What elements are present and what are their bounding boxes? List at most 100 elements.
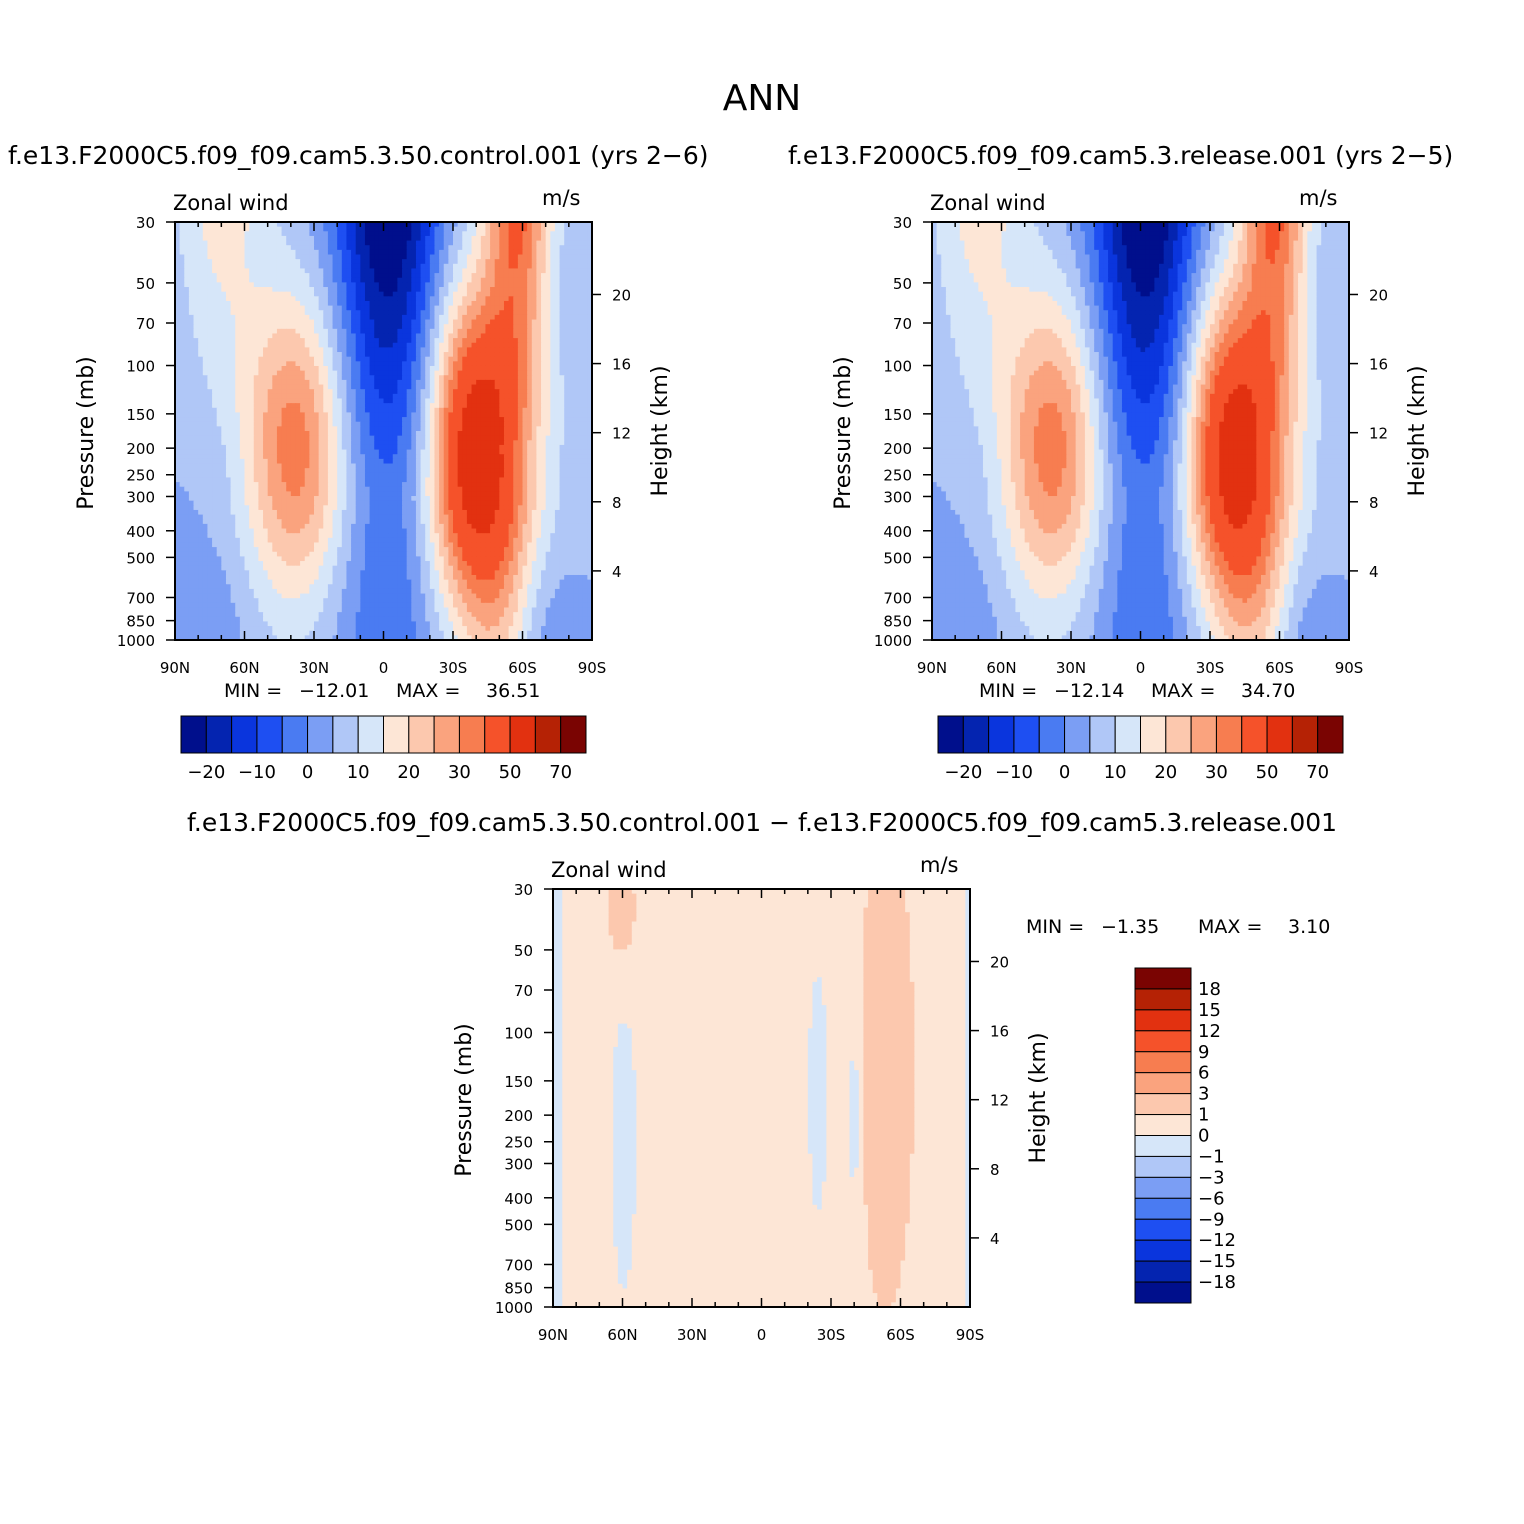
colorbar-label: 18	[1198, 979, 1221, 1000]
colorbar-label: 70	[549, 762, 572, 783]
y-tick-label: 100	[504, 1025, 533, 1043]
y-right-tick-label: 20	[612, 286, 631, 304]
colorbar-swatch	[231, 715, 258, 754]
colorbar-label: 9	[1198, 1042, 1209, 1063]
y-tick-label: 50	[893, 275, 912, 293]
y-tick-label: 70	[893, 315, 912, 333]
colorbar-label: −10	[995, 762, 1033, 783]
colorbar-label: −20	[187, 762, 225, 783]
y-tick-label: 300	[504, 1155, 533, 1173]
max-label: MAX =	[1198, 916, 1262, 938]
y-right-tick-label: 12	[990, 1092, 1009, 1110]
colorbar-label: 3	[1198, 1084, 1209, 1105]
colorbar-swatch	[1291, 715, 1319, 754]
variable-label: Zonal wind	[173, 191, 289, 215]
x-tick-label: 30S	[439, 659, 468, 677]
y-right-axis-label: Height (km)	[1405, 365, 1430, 496]
y-tick-label: 150	[126, 406, 155, 424]
colorbar-label: −18	[1198, 1272, 1236, 1293]
units-label: m/s	[920, 853, 958, 877]
y-tick-label: 30	[893, 214, 912, 232]
colorbar-swatch	[1038, 715, 1066, 754]
colorbar-swatch	[1215, 715, 1243, 754]
y-right-tick-label: 16	[990, 1023, 1009, 1041]
units-label: m/s	[1299, 186, 1337, 210]
y-tick-label: 250	[504, 1134, 533, 1152]
colorbar-swatch	[1190, 715, 1217, 754]
contour-field	[175, 222, 593, 641]
contour-field	[932, 222, 1350, 641]
y-axis-label: Pressure (mb)	[452, 1023, 477, 1177]
colorbar-label: 30	[448, 762, 471, 783]
colorbar-swatch	[1134, 988, 1192, 1011]
x-tick-label: 0	[1136, 659, 1146, 677]
x-tick-label: 30N	[1056, 659, 1086, 677]
min-value: −1.35	[1101, 916, 1159, 938]
min-label: MIN =	[224, 680, 282, 702]
min-label: MIN =	[979, 680, 1037, 702]
colorbar-label: 10	[347, 762, 370, 783]
colorbar-swatch	[180, 715, 207, 754]
y-right-tick-label: 8	[990, 1161, 1000, 1179]
figure-title: ANN	[0, 78, 1524, 119]
colorbar-label: 50	[499, 762, 522, 783]
variable-label: Zonal wind	[930, 191, 1046, 215]
x-tick-label: 60S	[508, 659, 537, 677]
colorbar-label: 1	[1198, 1105, 1209, 1126]
min-value: −12.01	[299, 680, 369, 702]
colorbar-swatch	[1013, 715, 1040, 754]
x-tick-label: 90S	[956, 1326, 985, 1344]
chart-panel-3: 90N 60N 30N 0 30S 60S 90S305070100150200250300…	[452, 853, 1330, 1344]
min-max-stats: MIN = −1.35 MAX = 3.10	[1026, 916, 1330, 938]
y-tick-label: 500	[504, 1216, 533, 1234]
colorbar-swatch	[1134, 1260, 1192, 1283]
colorbar-swatch	[1134, 1114, 1192, 1136]
colorbar-label: −1	[1198, 1146, 1225, 1167]
colorbar-swatch	[1134, 967, 1192, 990]
colorbar-label: 0	[1198, 1126, 1209, 1147]
colorbar-label: 0	[1059, 762, 1070, 783]
y-tick-label: 1000	[117, 632, 155, 650]
max-label: MAX =	[1151, 680, 1215, 702]
y-axis-right: 4 8 12 16 20 Height (km)	[1349, 286, 1430, 581]
colorbar-swatch	[408, 715, 435, 754]
colorbar-swatch	[1134, 1155, 1192, 1178]
x-tick-label: 0	[379, 659, 389, 677]
y-right-tick-label: 20	[1369, 286, 1388, 304]
colorbar-swatch	[357, 715, 384, 754]
min-label: MIN =	[1026, 916, 1084, 938]
y-tick-label: 850	[883, 613, 912, 631]
colorbar-swatch	[1134, 1051, 1192, 1074]
colorbar-swatch	[1266, 715, 1293, 754]
y-tick-label: 500	[126, 549, 155, 567]
colorbar-swatch	[937, 715, 964, 754]
units-label: m/s	[542, 186, 580, 210]
y-axis-label: Pressure (mb)	[831, 356, 856, 510]
x-axis: 90N 60N 30N 0 30S 60S 90S	[917, 222, 1363, 677]
colorbar-swatch	[534, 715, 562, 754]
colorbar-label: 15	[1198, 1000, 1221, 1021]
x-tick-label: 90S	[578, 659, 607, 677]
min-max-stats: MIN = −12.14 MAX = 34.70	[979, 680, 1295, 702]
colorbar-swatch	[1134, 1197, 1192, 1220]
contour-field	[553, 889, 971, 1308]
colorbar: −20 −10 0 10 20 30 50 70	[180, 715, 587, 783]
max-value: 34.70	[1241, 680, 1295, 702]
x-tick-label: 30S	[1196, 659, 1225, 677]
colorbar-label: −3	[1198, 1167, 1225, 1188]
colorbar-swatch	[383, 715, 410, 754]
y-tick-label: 300	[126, 488, 155, 506]
max-label: MAX =	[396, 680, 460, 702]
colorbar-label: 12	[1198, 1021, 1221, 1042]
panel-3-title: f.e13.F2000C5.f09_f09.cam5.3.50.control.…	[0, 808, 1524, 837]
y-tick-label: 1000	[874, 632, 912, 650]
colorbar-swatch	[1241, 715, 1268, 754]
colorbar-swatch	[307, 715, 334, 754]
panel-2-title: f.e13.F2000C5.f09_f09.cam5.3.release.001…	[788, 141, 1453, 170]
y-tick-label: 300	[883, 488, 912, 506]
y-tick-label: 70	[136, 315, 155, 333]
y-tick-label: 30	[136, 214, 155, 232]
